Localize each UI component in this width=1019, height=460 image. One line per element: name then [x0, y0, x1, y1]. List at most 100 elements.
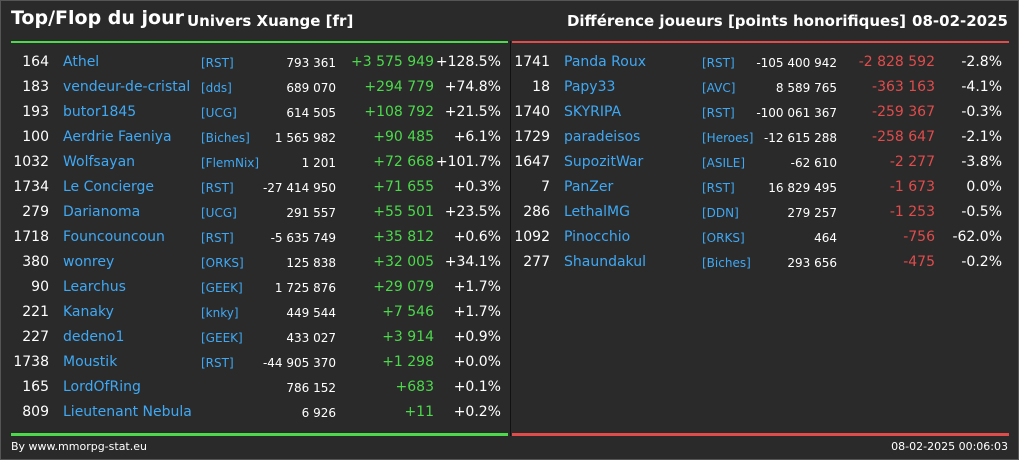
- player-row: 193 butor1845 [UCG] 614 505 +108 792 +21.5%: [11, 101, 508, 126]
- alliance-tag-link[interactable]: [ORKS]: [702, 231, 745, 245]
- player-name-link[interactable]: Panda Roux: [564, 54, 647, 70]
- points-difference: +108 792: [364, 104, 434, 120]
- player-rank: 164: [22, 54, 49, 70]
- criteria-label: Différence joueurs [points honorifiques]: [566, 12, 906, 30]
- player-name-link[interactable]: Le Concierge: [63, 179, 155, 195]
- percent-change: -62.0%: [952, 229, 1002, 245]
- player-name-link[interactable]: PanZer: [564, 179, 614, 195]
- player-name-link[interactable]: Shaundakul: [564, 254, 646, 270]
- player-points: 433 027: [286, 331, 336, 345]
- percent-change: -0.3%: [961, 104, 1002, 120]
- player-name-link[interactable]: vendeur-de-cristal: [63, 79, 191, 95]
- points-difference: +1 298: [382, 354, 434, 370]
- top-losers-list: 1741 Panda Roux [RST] -105 400 942 -2 828 59…: [512, 51, 1009, 276]
- percent-change: +0.9%: [453, 329, 501, 345]
- player-rank: 286: [523, 204, 550, 220]
- player-row: 1647 SupozitWar [ASILE] -62 610 -2 277 -3.8%: [512, 151, 1009, 176]
- player-points: 464: [814, 231, 837, 245]
- player-points: 125 838: [286, 256, 336, 270]
- player-name-link[interactable]: Founcouncoun: [63, 229, 165, 245]
- player-points: 1 725 876: [274, 281, 336, 295]
- player-name-link[interactable]: Pinocchio: [564, 229, 631, 245]
- percent-change: -4.1%: [961, 79, 1002, 95]
- percent-change: -0.2%: [961, 254, 1002, 270]
- player-name-link[interactable]: wonrey: [63, 254, 115, 270]
- player-name-link[interactable]: Athel: [63, 54, 100, 70]
- alliance-tag-link[interactable]: [UCG]: [201, 106, 237, 120]
- player-name-link[interactable]: dedeno1: [63, 329, 125, 345]
- percent-change: +1.7%: [453, 304, 501, 320]
- player-name-link[interactable]: Learchus: [63, 279, 126, 295]
- player-points: 1 201: [301, 156, 336, 170]
- alliance-tag-link[interactable]: [Heroes]: [702, 131, 754, 145]
- player-rank: 1647: [514, 154, 550, 170]
- points-difference: +683: [395, 379, 434, 395]
- alliance-tag-link[interactable]: [RST]: [201, 356, 234, 370]
- player-rank: 380: [22, 254, 49, 270]
- player-name-link[interactable]: Darianoma: [63, 204, 141, 220]
- player-row: 221 Kanaky [knky] 449 544 +7 546 +1.7%: [11, 301, 508, 326]
- player-name-link[interactable]: SupozitWar: [564, 154, 644, 170]
- player-points: 16 829 495: [768, 181, 837, 195]
- alliance-tag-link[interactable]: [RST]: [201, 231, 234, 245]
- player-points: 449 544: [286, 306, 336, 320]
- player-name-link[interactable]: Wolfsayan: [63, 154, 136, 170]
- points-difference: -259 367: [872, 104, 935, 120]
- points-difference: +71 655: [373, 179, 434, 195]
- alliance-tag-link[interactable]: [DDN]: [702, 206, 739, 220]
- alliance-tag-link[interactable]: [ORKS]: [201, 256, 244, 270]
- player-rank: 18: [532, 79, 550, 95]
- player-rank: 165: [22, 379, 49, 395]
- alliance-tag-link[interactable]: [dds]: [201, 81, 232, 95]
- alliance-tag-link[interactable]: [FlemNix]: [201, 156, 260, 170]
- alliance-tag-link[interactable]: [UCG]: [201, 206, 237, 220]
- player-name-link[interactable]: Moustik: [63, 354, 118, 370]
- alliance-tag-link[interactable]: [RST]: [201, 181, 234, 195]
- player-row: 18 Papy33 [AVC] 8 589 765 -363 163 -4.1%: [512, 76, 1009, 101]
- points-difference: -1 673: [889, 179, 935, 195]
- points-difference: +72 668: [373, 154, 434, 170]
- player-name-link[interactable]: butor1845: [63, 104, 137, 120]
- percent-change: +0.0%: [453, 354, 501, 370]
- player-name-link[interactable]: Aerdrie Faeniya: [63, 129, 172, 145]
- alliance-tag-link[interactable]: [ASILE]: [702, 156, 745, 170]
- player-rank: 1734: [13, 179, 49, 195]
- player-row: 164 Athel [RST] 793 361 +3 575 949 +128.5%: [11, 51, 508, 76]
- player-points: 8 589 765: [775, 81, 837, 95]
- board-date: 08-02-2025: [912, 12, 1008, 30]
- player-name-link[interactable]: Papy33: [564, 79, 616, 95]
- player-name-link[interactable]: LethalMG: [564, 204, 630, 220]
- alliance-tag-link[interactable]: [RST]: [702, 181, 735, 195]
- player-name-link[interactable]: paradeisos: [564, 129, 641, 145]
- alliance-tag-link[interactable]: [RST]: [702, 56, 735, 70]
- player-name-link[interactable]: Lieutenant Nebula: [63, 404, 192, 420]
- points-difference: -756: [903, 229, 935, 245]
- player-rank: 221: [22, 304, 49, 320]
- player-rank: 183: [22, 79, 49, 95]
- alliance-tag-link[interactable]: [Biches]: [201, 131, 250, 145]
- player-name-link[interactable]: LordOfRing: [63, 379, 141, 395]
- points-difference: +32 005: [373, 254, 434, 270]
- site-credit[interactable]: By www.mmorpg-stat.eu: [11, 440, 147, 453]
- player-points: -105 400 942: [756, 56, 837, 70]
- alliance-tag-link[interactable]: [GEEK]: [201, 281, 243, 295]
- player-name-link[interactable]: SKYRIPA: [564, 104, 622, 120]
- alliance-tag-link[interactable]: [RST]: [201, 56, 234, 70]
- percent-change: -0.5%: [961, 204, 1002, 220]
- player-rank: 7: [541, 179, 550, 195]
- points-difference: -2 828 592: [858, 54, 935, 70]
- percent-change: -3.8%: [961, 154, 1002, 170]
- player-points: -100 061 367: [756, 106, 837, 120]
- alliance-tag-link[interactable]: [GEEK]: [201, 331, 243, 345]
- player-name-link[interactable]: Kanaky: [63, 304, 114, 320]
- alliance-tag-link[interactable]: [knky]: [201, 306, 239, 320]
- points-difference: -258 647: [872, 129, 935, 145]
- alliance-tag-link[interactable]: [RST]: [702, 106, 735, 120]
- points-difference: +11: [404, 404, 434, 420]
- player-rank: 1740: [514, 104, 550, 120]
- top-gainers-panel: 164 Athel [RST] 793 361 +3 575 949 +128.5% 183…: [11, 41, 508, 436]
- player-rank: 1729: [514, 129, 550, 145]
- points-difference: +7 546: [382, 304, 434, 320]
- alliance-tag-link[interactable]: [AVC]: [702, 81, 736, 95]
- alliance-tag-link[interactable]: [Biches]: [702, 256, 751, 270]
